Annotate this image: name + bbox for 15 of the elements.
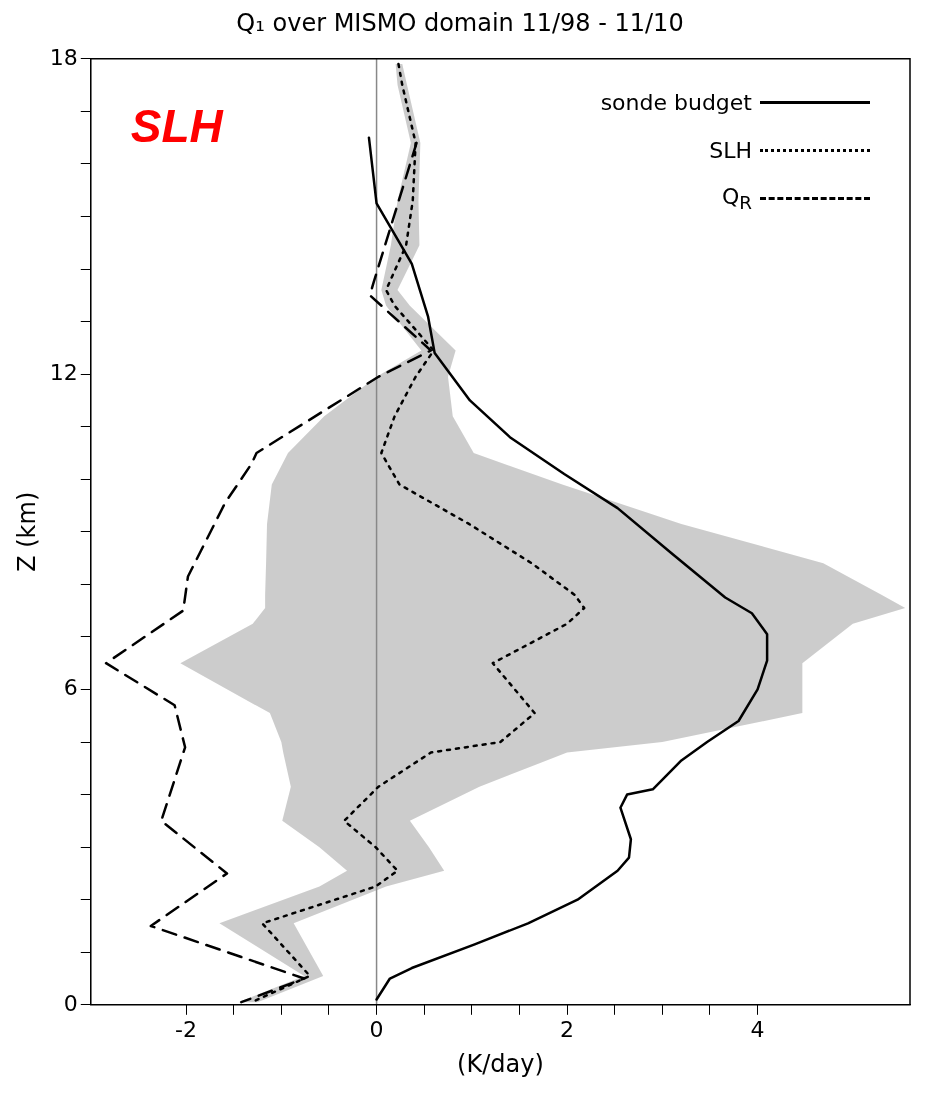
x-tick-label: 0: [369, 1016, 384, 1042]
x-tick-label: -2: [175, 1016, 198, 1042]
legend-label: SLH: [709, 138, 752, 164]
annotation: SLH: [130, 98, 223, 153]
y-tick-label: 6: [63, 675, 78, 701]
y-tick-label: 18: [49, 44, 78, 70]
y-tick-label: 0: [63, 990, 78, 1016]
x-axis-title: (K/day): [457, 1049, 544, 1078]
x-tick-label: 4: [750, 1016, 765, 1042]
legend-label: Q$_{R}$: [721, 184, 752, 214]
legend-label: sonde budget: [600, 90, 752, 116]
y-axis-title: Z (km): [12, 491, 41, 572]
x-tick-label: 2: [560, 1016, 575, 1042]
chart-title: Q₁ over MISMO domain 11/98 - 11/10: [236, 8, 684, 37]
y-tick-label: 12: [49, 359, 78, 385]
